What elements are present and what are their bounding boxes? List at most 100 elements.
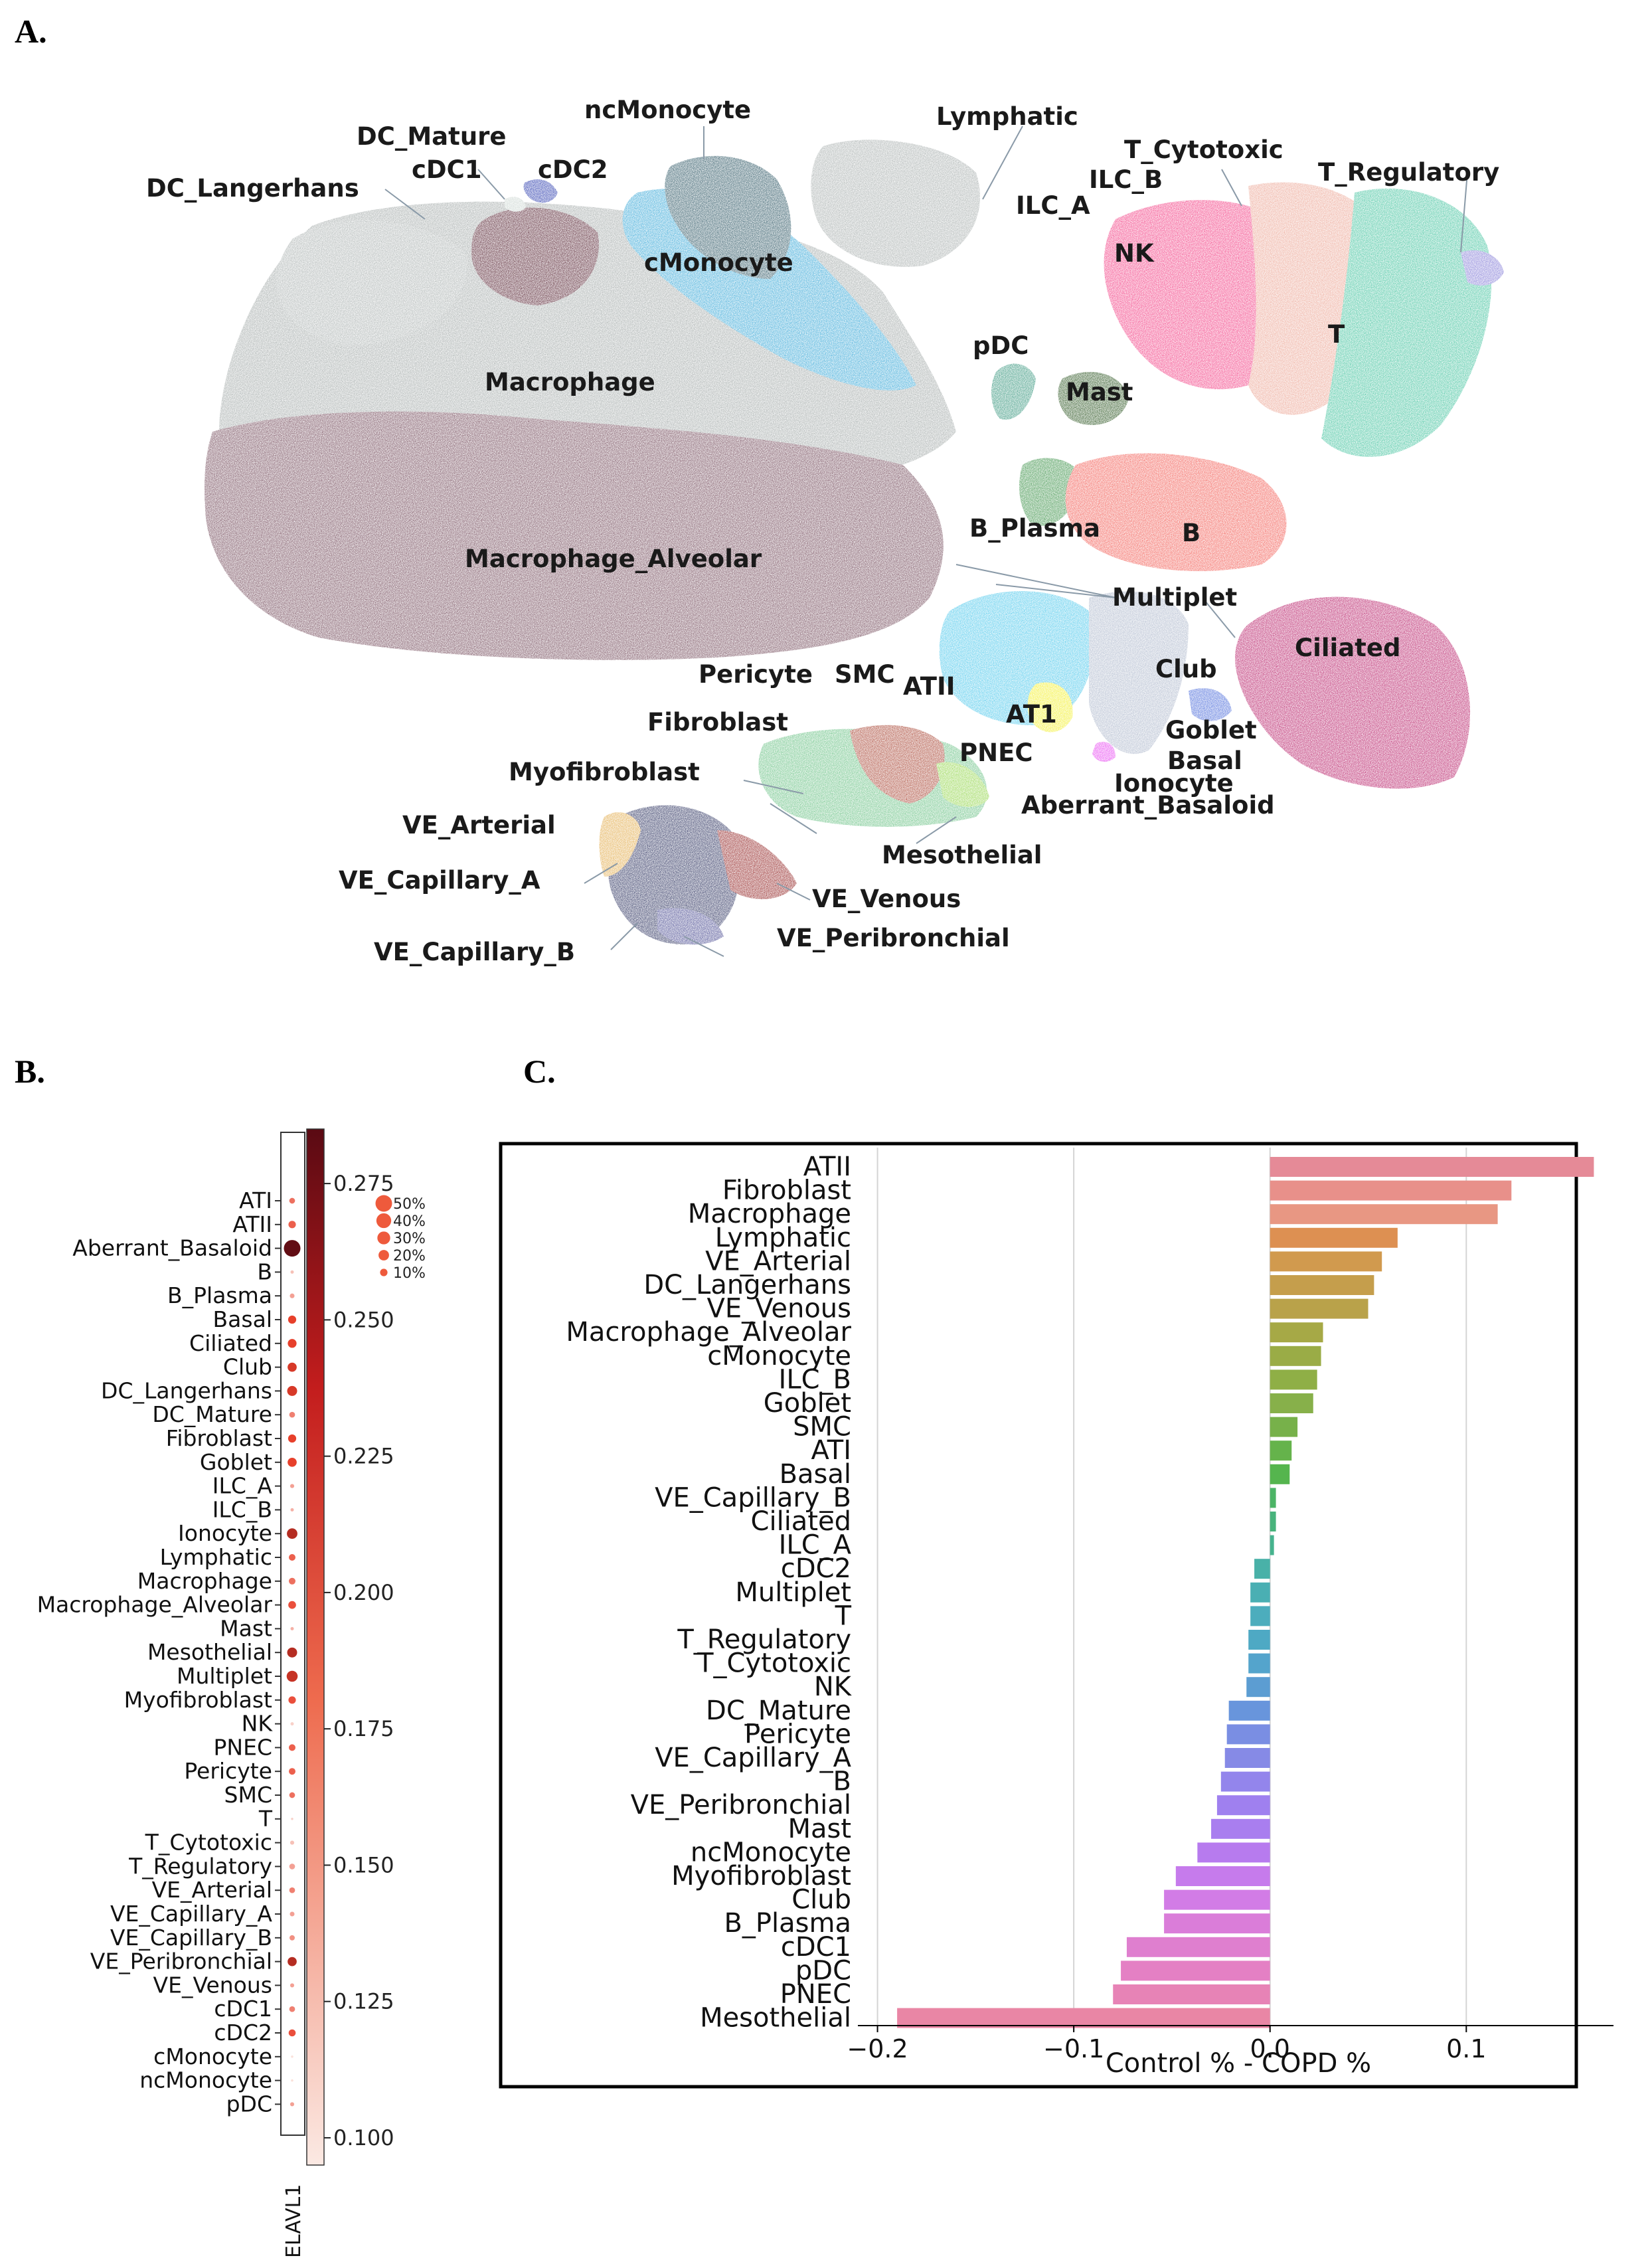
bar-b-plasma bbox=[1164, 1913, 1270, 1934]
dot-cmonocyte bbox=[291, 2055, 293, 2058]
dot-label-b: B bbox=[257, 1259, 272, 1284]
cluster-t-regulatory bbox=[1461, 250, 1504, 286]
dot-label-myofibroblast: Myofibroblast bbox=[124, 1687, 272, 1713]
x-axis-label: Control % - COPD % bbox=[1106, 2048, 1371, 2079]
dot-label-cdc1: cDC1 bbox=[214, 1996, 272, 2022]
dot-label-lymphatic: Lymphatic bbox=[160, 1544, 272, 1570]
bar-label-smc: SMC bbox=[793, 1412, 851, 1442]
bar-t-cytotoxic bbox=[1248, 1653, 1270, 1674]
dot-label-b-plasma: B_Plasma bbox=[167, 1282, 272, 1308]
umap-label-ve-capillary-a: VE_Capillary_A bbox=[339, 866, 540, 895]
dot-cdc2 bbox=[288, 2029, 296, 2037]
dot-atii bbox=[288, 1221, 296, 1229]
bar-label-b-plasma: B_Plasma bbox=[724, 1908, 851, 1939]
dot-label-ilc-a: ILC_A bbox=[212, 1473, 273, 1499]
bar-label-cdc2: cDC2 bbox=[781, 1553, 851, 1584]
dot-label-ilc-b: ILC_B bbox=[212, 1496, 272, 1522]
dot-aberrant-basaloid bbox=[284, 1240, 301, 1257]
bar-label-atii: ATII bbox=[803, 1152, 851, 1182]
dot-b bbox=[290, 1270, 294, 1274]
bar-label-dc-langerhans: DC_Langerhans bbox=[643, 1270, 851, 1300]
umap-label-ilc-b: ILC_B bbox=[1089, 165, 1163, 194]
cluster-ve-peribronchial bbox=[657, 908, 724, 945]
cluster-lymphatic bbox=[811, 139, 981, 267]
dot-label-pdc: pDC bbox=[226, 2091, 272, 2117]
dot-goblet bbox=[288, 1457, 297, 1467]
dot-label-ionocyte: Ionocyte bbox=[178, 1520, 272, 1546]
bar-basal bbox=[1270, 1464, 1290, 1484]
dot-label-atii: ATII bbox=[232, 1211, 272, 1237]
umap-label-ionocyte: Ionocyte bbox=[1114, 769, 1234, 798]
umap-label-ilc-a: ILC_A bbox=[1016, 191, 1090, 220]
bar-label-pericyte: Pericyte bbox=[744, 1719, 851, 1749]
colorbar-tick-label: 0.100 bbox=[333, 2125, 394, 2150]
dot-ve-peribronchial bbox=[288, 1957, 297, 1966]
bar-t bbox=[1250, 1606, 1270, 1626]
dot-label-fibroblast: Fibroblast bbox=[166, 1425, 272, 1451]
size-legend-dot bbox=[377, 1231, 390, 1245]
dot-label-ve-capillary-b: VE_Capillary_B bbox=[110, 1925, 272, 1951]
dot-label-t: T bbox=[258, 1806, 273, 1832]
dot-label-cdc2: cDC2 bbox=[214, 2020, 272, 2046]
dot-fibroblast bbox=[288, 1434, 297, 1443]
bar-label-ilc-a: ILC_A bbox=[779, 1530, 852, 1561]
bar-myofibroblast bbox=[1175, 1866, 1270, 1886]
size-legend-dot bbox=[378, 1250, 389, 1261]
dot-label-ati: ATI bbox=[239, 1187, 272, 1213]
bar-label-t: T bbox=[835, 1601, 852, 1631]
dot-label-ve-capillary-a: VE_Capillary_A bbox=[110, 1901, 272, 1927]
umap-label-macrophage: Macrophage bbox=[485, 368, 655, 396]
bar-ve-peribronchial bbox=[1216, 1795, 1270, 1816]
dot-t bbox=[291, 1818, 293, 1820]
bar-club bbox=[1164, 1889, 1270, 1910]
umap-label-t: T bbox=[1328, 320, 1345, 349]
bar-dc-mature bbox=[1228, 1700, 1270, 1721]
dot-myofibroblast bbox=[288, 1696, 296, 1704]
bar-dc-langerhans bbox=[1270, 1275, 1374, 1295]
umap-label-fibroblast: Fibroblast bbox=[647, 708, 788, 737]
bar-label-nk: NK bbox=[814, 1672, 853, 1702]
umap-label-atii: ATII bbox=[903, 672, 955, 701]
cluster-ciliated bbox=[1235, 596, 1470, 789]
dot-label-ve-arterial: VE_Arterial bbox=[152, 1877, 272, 1903]
umap-label-ve-arterial: VE_Arterial bbox=[402, 811, 556, 839]
bar-label-multiplet: Multiplet bbox=[735, 1577, 851, 1608]
bar-ncmonocyte bbox=[1197, 1842, 1270, 1863]
dot-ve-venous bbox=[289, 1983, 295, 1988]
dot-label-ve-peribronchial: VE_Peribronchial bbox=[90, 1949, 272, 1974]
size-legend-label: 10% bbox=[393, 1265, 426, 1282]
size-legend-dot bbox=[375, 1195, 392, 1212]
colorbar-tick-label: 0.250 bbox=[333, 1307, 394, 1332]
bar-ve-capillary-a bbox=[1224, 1748, 1270, 1768]
bar-label-club: Club bbox=[791, 1885, 851, 1915]
bar-label-ciliated: Ciliated bbox=[751, 1506, 851, 1537]
colorbar-tick-label: 0.150 bbox=[333, 1852, 394, 1877]
umap-label-mesothelial: Mesothelial bbox=[882, 841, 1042, 869]
bar-label-mesothelial: Mesothelial bbox=[700, 2003, 851, 2034]
panel-label-b: B. bbox=[15, 1053, 45, 1090]
bar-pnec bbox=[1113, 1984, 1270, 2004]
cluster-ve-venous bbox=[717, 830, 797, 899]
dot-multiplet bbox=[286, 1670, 298, 1682]
colorbar bbox=[306, 1128, 325, 2166]
bar-label-ve-venous: VE_Venous bbox=[706, 1294, 851, 1324]
bar-ilc-a bbox=[1270, 1535, 1274, 1555]
umap-label-ciliated: Ciliated bbox=[1295, 634, 1400, 662]
bar-pericyte bbox=[1226, 1724, 1270, 1745]
dot-pdc bbox=[289, 2102, 295, 2107]
bar-nk bbox=[1246, 1677, 1270, 1698]
bar-ciliated bbox=[1270, 1512, 1276, 1531]
dot-label-pericyte: Pericyte bbox=[184, 1758, 272, 1784]
umap-label-dc-mature: DC_Mature bbox=[357, 122, 507, 151]
dot-label-multiplet: Multiplet bbox=[177, 1663, 272, 1689]
bar-label-cdc1: cDC1 bbox=[781, 1932, 851, 1963]
cluster-ve-arterial bbox=[599, 812, 641, 877]
cluster-ve-capillary-b bbox=[607, 805, 740, 944]
umap-label-cmonocyte: cMonocyte bbox=[644, 248, 793, 277]
dot-label-ve-venous: VE_Venous bbox=[153, 1972, 272, 1998]
bar-label-dc-mature: DC_Mature bbox=[706, 1696, 851, 1726]
cluster-macrophage-alveolar bbox=[205, 411, 944, 660]
bar-mast bbox=[1211, 1818, 1270, 1839]
umap-label-ve-capillary-b: VE_Capillary_B bbox=[374, 938, 575, 966]
bar-fibroblast bbox=[1270, 1180, 1512, 1201]
